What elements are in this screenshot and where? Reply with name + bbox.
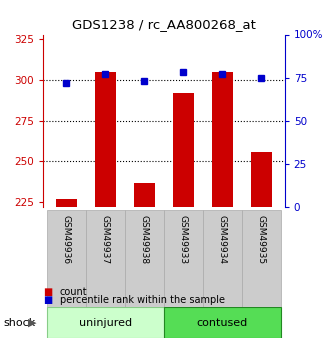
Bar [125,210,164,310]
Text: GSM49938: GSM49938 [140,215,149,265]
Text: ■: ■ [43,287,52,296]
Bar [164,307,281,338]
Text: uninjured: uninjured [79,318,132,327]
Bar [47,307,164,338]
Title: GDS1238 / rc_AA800268_at: GDS1238 / rc_AA800268_at [72,18,256,31]
Text: ■: ■ [43,295,52,305]
Bar [95,72,116,207]
Bar [47,210,86,310]
Bar [164,210,203,310]
Bar [212,72,233,207]
Bar [251,152,272,207]
Text: GSM49936: GSM49936 [62,215,71,265]
Bar [134,183,155,207]
Text: contused: contused [197,318,248,327]
Text: GSM49933: GSM49933 [179,215,188,265]
Text: GSM49935: GSM49935 [257,215,266,265]
Text: GSM49934: GSM49934 [218,215,227,265]
Text: ▶: ▶ [28,318,37,327]
Bar [203,210,242,310]
Bar [172,93,194,207]
Bar [56,199,77,207]
Bar [242,210,281,310]
Text: shock: shock [3,318,35,327]
Text: GSM49937: GSM49937 [101,215,110,265]
Text: percentile rank within the sample: percentile rank within the sample [60,295,224,305]
Text: count: count [60,287,87,296]
Bar [86,210,125,310]
